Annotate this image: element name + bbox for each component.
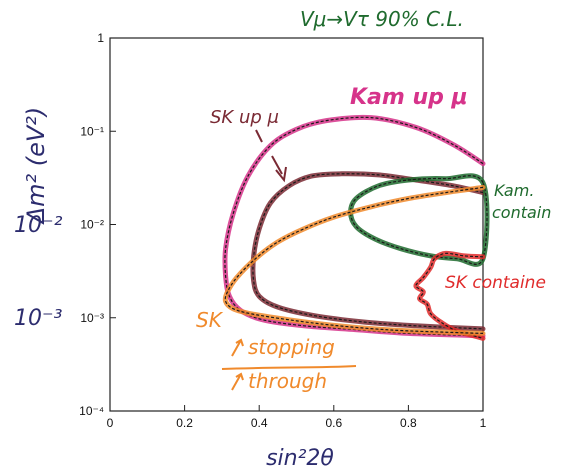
x-tick-label: 0 — [107, 416, 114, 430]
series-core-sk-containe — [415, 252, 484, 339]
y-tick-label: 10⁻² — [80, 218, 104, 232]
sk-up-mu-arrow — [255, 129, 283, 175]
x-tick-label: 0.8 — [400, 416, 417, 430]
series-core-sk-stopping-through — [224, 186, 484, 334]
through-arrow — [231, 372, 244, 391]
y-tick-label: 10⁻³ — [80, 311, 104, 325]
series-line-sk-stopping-through — [222, 184, 486, 336]
x-tick-label: 1 — [480, 416, 487, 430]
x-tick-labels: 0 0.2 0.4 0.6 0.8 1 — [107, 405, 487, 430]
annotation-sk-up-mu: SK up μ — [210, 107, 279, 128]
y-tick-label: 10⁻⁴ — [79, 404, 104, 418]
x-axis-label: sin²2θ — [266, 446, 334, 471]
chart-title: Vμ→Vτ 90% C.L. — [300, 7, 464, 31]
y-hand-label-1e-2: 10⁻² — [14, 213, 63, 238]
orange-underline — [221, 365, 357, 370]
sk-up-mu-arrowhead — [275, 166, 287, 183]
x-tick-label: 0.4 — [251, 416, 268, 430]
annotation-kam-up-mu: Kam up μ — [350, 85, 468, 110]
stopping-arrow — [231, 338, 244, 357]
annotation-stopping: stopping — [248, 335, 335, 359]
y-tick-label: 1 — [97, 31, 104, 45]
annotation-through: through — [248, 369, 327, 393]
x-tick-label: 0.6 — [325, 416, 342, 430]
y-tick-labels: 10⁻⁴ 10⁻³ 10⁻² 10⁻¹ 1 — [79, 31, 116, 418]
y-tick-label: 10⁻¹ — [80, 124, 104, 138]
series-line-kam-up — [222, 114, 486, 339]
curves-layer — [222, 114, 490, 341]
annotation-sk-containe: SK containe — [445, 273, 546, 293]
series-core-kam-contain — [349, 175, 488, 265]
annotation-kam-contain-1: Kam. — [494, 181, 534, 200]
y-axis-label: Δm² (eV²) — [22, 107, 50, 226]
annotation-sk: SK — [196, 308, 224, 332]
annotation-kam-contain-2: contain — [492, 203, 551, 222]
x-tick-label: 0.2 — [176, 416, 193, 430]
series-core-sk-up — [252, 173, 484, 330]
y-hand-label-1e-3: 10⁻³ — [14, 306, 63, 331]
